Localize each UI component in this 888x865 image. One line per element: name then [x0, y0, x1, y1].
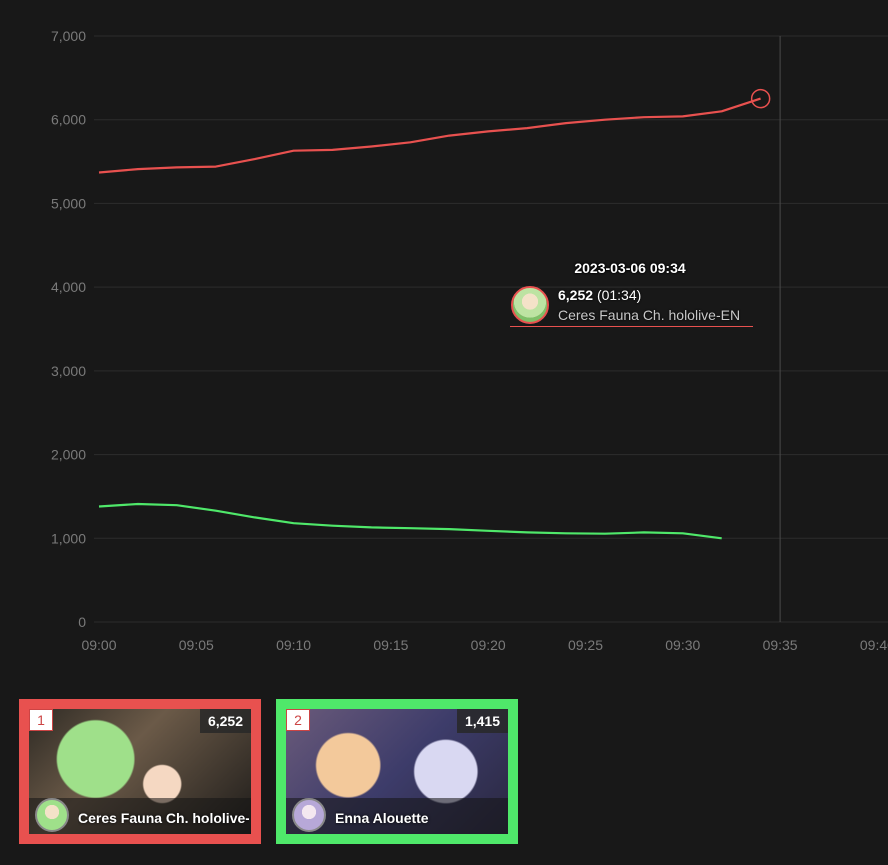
- viewer-line-chart: 0 1,000 2,000 3,000 4,000 5,000 6,000 7,000 09:…: [51, 28, 888, 653]
- x-tick-label: 09:10: [276, 637, 311, 653]
- chart-overlay: [750, 36, 781, 622]
- card-footer: Ceres Fauna Ch. hololive-: [29, 798, 251, 834]
- x-tick-label: 09:25: [568, 637, 603, 653]
- x-tick-label: 09:00: [81, 637, 116, 653]
- channel-avatar-icon: [511, 286, 549, 324]
- tooltip-time: 2023-03-06 09:34: [574, 260, 686, 276]
- series-line-1: [98, 97, 761, 174]
- channel-avatar-icon: [35, 798, 69, 832]
- y-tick-label: 6,000: [51, 112, 86, 128]
- card-footer: Enna Alouette: [286, 798, 508, 834]
- tooltip-channel-name: Ceres Fauna Ch. hololive-EN: [558, 307, 741, 323]
- stream-card-2[interactable]: 2 1,415 Enna Alouette: [276, 699, 518, 844]
- hover-point-marker: [750, 88, 771, 109]
- x-tick-label: 09:05: [179, 637, 214, 653]
- x-tick-label: 09:20: [471, 637, 506, 653]
- x-tick-label: 09:30: [665, 637, 700, 653]
- chart-series: [98, 97, 761, 540]
- channel-name: Enna Alouette: [335, 810, 429, 826]
- x-tick-label: 09:35: [763, 637, 798, 653]
- x-tick-label: 09:15: [373, 637, 408, 653]
- tooltip-viewers: 6,252: [558, 287, 594, 303]
- y-tick-label: 0: [78, 614, 86, 630]
- y-tick-label: 7,000: [51, 28, 86, 44]
- series-line-2: [98, 502, 722, 540]
- chart-grid: [94, 35, 888, 623]
- y-axis: 0 1,000 2,000 3,000 4,000 5,000 6,000 7,000: [51, 28, 86, 630]
- tooltip-value: 6,252 (01:34): [558, 287, 641, 303]
- channel-name: Ceres Fauna Ch. hololive-: [78, 810, 249, 826]
- tooltip-duration: (01:34): [596, 287, 642, 303]
- y-tick-label: 3,000: [51, 363, 86, 379]
- y-tick-label: 1,000: [51, 530, 86, 546]
- stream-card-1[interactable]: 1 6,252 Ceres Fauna Ch. hololive-: [19, 699, 261, 844]
- y-tick-label: 4,000: [51, 279, 86, 295]
- rank-badge: 1: [29, 709, 53, 731]
- tooltip-entry: 6,252 (01:34) Ceres Fauna Ch. hololive-E…: [510, 286, 753, 327]
- rank-badge: 2: [286, 709, 310, 731]
- viewer-count: 6,252: [199, 709, 251, 733]
- x-axis: 09:00 09:05 09:10 09:15 09:20 09:25 09:30 09:35…: [81, 637, 888, 653]
- y-tick-label: 2,000: [51, 447, 86, 463]
- viewer-count: 1,415: [456, 709, 508, 733]
- y-tick-label: 5,000: [51, 195, 86, 211]
- channel-avatar-icon: [292, 798, 326, 832]
- x-tick-label: 09:40: [860, 637, 888, 653]
